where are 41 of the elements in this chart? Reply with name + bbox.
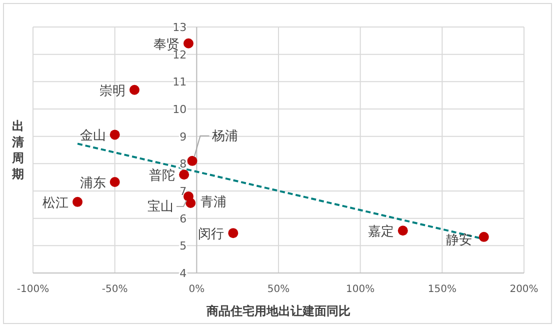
point [179, 170, 190, 180]
point [187, 156, 198, 166]
y-tick-label: 9 [180, 130, 187, 144]
annotation: 嘉定 [368, 224, 394, 240]
point [129, 84, 140, 95]
y-axis-title: 出清周期 [11, 119, 24, 181]
annotation: 普陀 [149, 168, 176, 184]
point [110, 130, 120, 140]
annotation: 青浦 [200, 195, 227, 210]
annotation: 宝山 [147, 198, 174, 214]
point [183, 38, 194, 48]
x-tick-label: 150% [428, 284, 456, 295]
y-tick-label: 8 [180, 158, 187, 171]
x-tick-label: -100% [16, 284, 50, 295]
y-tick-label: 13 [172, 21, 187, 34]
y-tick-label: 7 [180, 185, 187, 198]
x-tick-label: -50% [102, 284, 128, 295]
annotation: 浦东 [80, 176, 106, 191]
annotation: 杨浦 [211, 128, 238, 144]
point [110, 176, 120, 187]
annotation: 奉贤 [153, 37, 180, 52]
y-tick-label: 6 [180, 212, 187, 226]
x-tick-label: 200% [510, 284, 538, 295]
annotation: 松江 [42, 196, 69, 211]
y-tick-label: 11 [172, 76, 187, 89]
annotation: 闵行 [198, 227, 224, 242]
point [478, 232, 489, 242]
point [398, 226, 408, 236]
annotation: 静安 [446, 232, 472, 248]
y-tick-label: 4 [180, 267, 187, 280]
y-tick-label: 5 [180, 240, 187, 253]
annotation: 崇明 [99, 84, 126, 99]
point [228, 228, 238, 238]
annotation: 金山 [80, 128, 106, 144]
x-tick-label: 0% [188, 284, 205, 295]
point [186, 198, 196, 208]
y-tick-label: 10 [172, 103, 187, 116]
x-tick-label: 100% [346, 284, 375, 295]
x-tick-label: 50% [267, 284, 290, 295]
point [72, 196, 83, 207]
x-axis-title: 商品住宅用地出让建面同比 [206, 304, 350, 318]
